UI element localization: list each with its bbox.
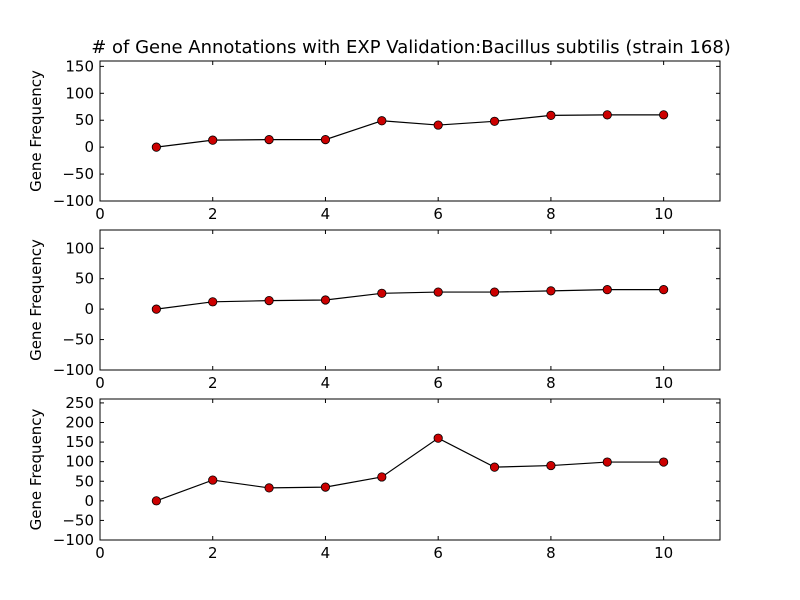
subplot-top: 0 2 4 6 8 10 −100 −50 0 50 100 150 Gene Frequency xyxy=(27,57,721,223)
x-tick-label-top: 0 xyxy=(95,205,105,223)
x-tick-label-middle: 8 xyxy=(546,374,556,392)
data-point-bottom xyxy=(433,433,443,443)
y-tick-label-bottom: 200 xyxy=(65,414,94,432)
chart-title: # of Gene Annotations with EXP Validatio… xyxy=(91,37,731,58)
y-tick-label-bottom: 250 xyxy=(65,394,94,412)
x-tick-label-bottom: 6 xyxy=(433,544,443,562)
data-point-top xyxy=(489,116,500,126)
x-tick-label-bottom: 0 xyxy=(95,544,105,562)
y-tick-label-bottom: −100 xyxy=(53,531,94,549)
y-tick-label-top: 0 xyxy=(84,138,94,156)
y-axis-label-top: Gene Frequency xyxy=(27,70,45,192)
data-point-top xyxy=(377,116,387,126)
y-tick-label-middle: −50 xyxy=(62,331,94,349)
data-point-top xyxy=(208,135,218,145)
data-point-middle xyxy=(151,304,161,314)
data-point-middle xyxy=(602,285,612,295)
y-tick-label-top: 100 xyxy=(65,84,94,102)
series-line-top xyxy=(156,114,664,148)
x-tick-label-top: 10 xyxy=(654,205,673,223)
data-point-bottom xyxy=(208,475,218,485)
axes-frame-top xyxy=(99,60,721,202)
x-tick-label-top: 2 xyxy=(208,205,218,223)
data-point-bottom xyxy=(320,482,331,492)
y-tick-label-bottom: 100 xyxy=(65,453,94,471)
x-tick-label-middle: 6 xyxy=(433,374,443,392)
data-point-middle xyxy=(546,286,556,296)
axes-frame-middle xyxy=(99,229,721,371)
y-tick-label-bottom: −50 xyxy=(62,511,94,529)
data-point-middle xyxy=(489,287,500,297)
x-tick-label-bottom: 8 xyxy=(546,544,556,562)
data-point-top xyxy=(151,142,161,152)
y-tick-label-top: 50 xyxy=(75,111,94,129)
data-point-bottom xyxy=(602,457,612,467)
x-tick-label-bottom: 4 xyxy=(321,544,331,562)
data-point-top xyxy=(546,110,556,120)
y-tick-label-top: −50 xyxy=(62,165,94,183)
data-point-bottom xyxy=(659,457,669,467)
x-tick-label-middle: 10 xyxy=(654,374,673,392)
data-point-top xyxy=(659,110,669,120)
series-line-middle xyxy=(156,289,664,310)
data-point-bottom xyxy=(546,460,556,471)
y-tick-label-middle: 50 xyxy=(75,270,94,288)
data-point-middle xyxy=(659,285,669,295)
x-tick-label-top: 6 xyxy=(433,205,443,223)
x-tick-label-bottom: 10 xyxy=(654,544,673,562)
data-point-middle xyxy=(320,295,331,305)
y-tick-label-bottom: 150 xyxy=(65,433,94,451)
y-tick-label-top: 150 xyxy=(65,57,94,75)
x-tick-label-middle: 0 xyxy=(95,374,105,392)
y-tick-label-middle: −100 xyxy=(53,361,94,379)
axes-frame-bottom xyxy=(99,398,721,541)
data-point-middle xyxy=(264,296,274,306)
data-point-middle xyxy=(433,287,443,297)
y-tick-label-bottom: 50 xyxy=(75,472,94,490)
data-point-bottom xyxy=(377,472,387,482)
data-point-top xyxy=(264,135,274,145)
data-point-bottom xyxy=(151,496,161,506)
data-point-top xyxy=(602,110,612,120)
x-tick-label-bottom: 2 xyxy=(208,544,218,562)
series-line-bottom xyxy=(156,437,664,502)
subplot-middle: 0 2 4 6 8 10 −100 −50 0 50 100 Gene Frequency xyxy=(27,229,721,392)
y-tick-label-middle: 100 xyxy=(65,239,94,257)
x-tick-label-top: 4 xyxy=(321,205,331,223)
data-point-top xyxy=(433,120,443,130)
x-tick-label-top: 8 xyxy=(546,205,556,223)
y-axis-label-bottom: Gene Frequency xyxy=(27,408,45,530)
y-tick-label-bottom: 0 xyxy=(84,492,94,510)
y-tick-label-middle: 0 xyxy=(84,300,94,318)
y-tick-label-top: −100 xyxy=(53,192,94,210)
data-point-bottom xyxy=(489,462,500,472)
x-tick-label-middle: 4 xyxy=(321,374,331,392)
data-point-bottom xyxy=(264,483,274,493)
x-tick-label-middle: 2 xyxy=(208,374,218,392)
y-axis-label-middle: Gene Frequency xyxy=(27,239,45,361)
data-point-middle xyxy=(377,288,387,298)
data-point-top xyxy=(320,135,331,145)
data-point-middle xyxy=(208,297,218,307)
